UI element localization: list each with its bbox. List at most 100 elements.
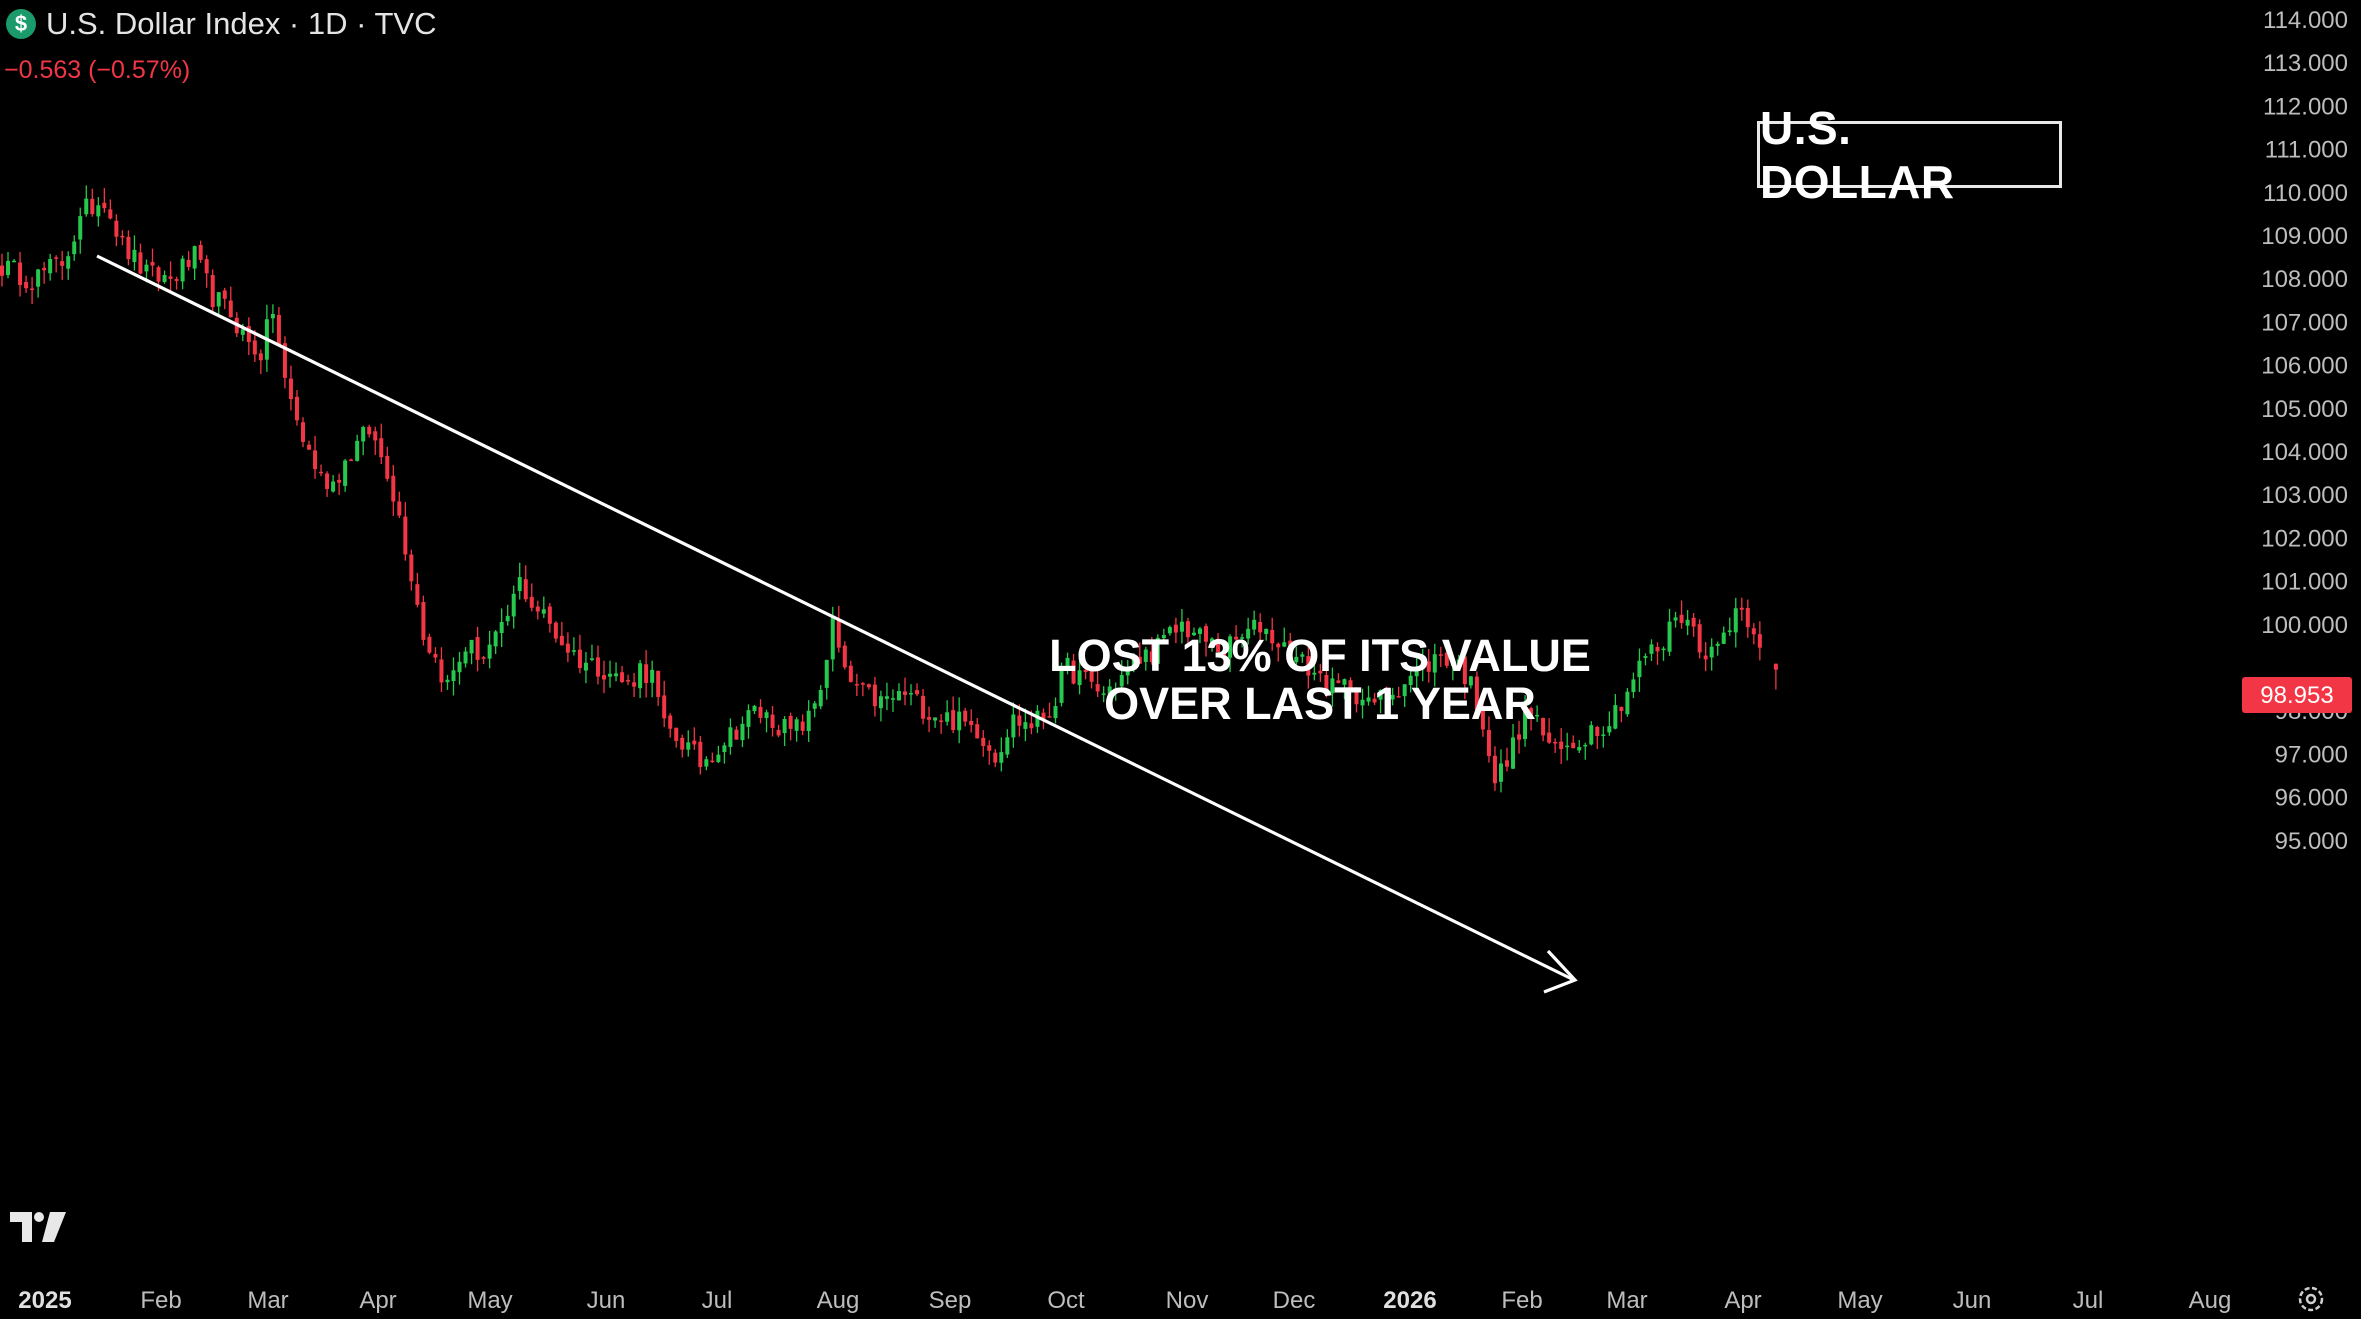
tradingview-logo-icon[interactable] [10, 1210, 72, 1244]
candle-body [1204, 626, 1208, 642]
candle-body [1631, 679, 1636, 693]
candle-body [571, 650, 576, 652]
candle-body [1095, 684, 1100, 692]
brand-label: U.S. DOLLAR [1757, 102, 2062, 208]
candle-body [583, 662, 588, 671]
candle-body [1222, 652, 1227, 657]
candle-body [1228, 636, 1233, 658]
candle-body [1438, 654, 1443, 656]
candle-body [632, 682, 637, 687]
price-tick-label: 101.000 [2261, 569, 2348, 596]
candle-body [975, 724, 980, 739]
candle-body [927, 717, 932, 720]
candle-body [1282, 642, 1287, 647]
candle-body [1773, 663, 1778, 670]
candle-body [1252, 619, 1257, 630]
price-tick-label: 113.000 [2263, 50, 2348, 77]
candle-body [806, 710, 811, 732]
candle-body [1511, 737, 1516, 769]
candle-body [1679, 614, 1684, 623]
candle-body [1673, 617, 1678, 621]
candle-body [301, 422, 305, 442]
time-tick-label: Mar [247, 1287, 288, 1314]
candle-body [752, 705, 757, 712]
candle-body [1107, 686, 1112, 695]
candle-body [1715, 643, 1720, 646]
candle-body [282, 343, 287, 378]
settings-gear-icon[interactable] [2296, 1284, 2326, 1314]
candle-body [1155, 637, 1160, 664]
candle-body [608, 673, 613, 677]
candle-body [1089, 669, 1094, 682]
candle-body [174, 279, 179, 281]
candle-body [1498, 763, 1503, 782]
candle-body [18, 262, 23, 286]
candle-body [577, 649, 582, 668]
candle-body [307, 444, 312, 450]
candle-body [12, 260, 17, 263]
candle-body [1366, 697, 1371, 702]
time-tick-label: May [467, 1287, 512, 1314]
candle-body [373, 431, 378, 441]
candle-body [1306, 656, 1311, 676]
candle-body [1017, 715, 1022, 726]
candle-body [686, 742, 691, 750]
candle-body [650, 669, 655, 683]
candle-body [505, 615, 510, 622]
candle-body [1197, 628, 1202, 634]
candle-body [1505, 760, 1509, 767]
candle-body [1384, 688, 1389, 699]
candle-body [1643, 656, 1648, 658]
candle-body [1619, 706, 1624, 712]
candle-body [204, 259, 209, 274]
annotation-text: LOST 13% OF ITS VALUE OVER LAST 1 YEAR [1020, 632, 1620, 728]
candle-body [391, 475, 396, 502]
candle-body [463, 651, 468, 664]
candle-body [1402, 684, 1407, 697]
candle-body [1432, 654, 1437, 673]
candle-body [379, 438, 384, 458]
candle-body [716, 754, 721, 763]
candle-body [1703, 655, 1708, 660]
candle-body [1270, 629, 1275, 644]
candle-body [1360, 699, 1365, 706]
candle-body [1559, 741, 1564, 750]
candle-body [1709, 646, 1714, 658]
candle-body [1216, 638, 1221, 652]
candle-body [156, 267, 161, 282]
candle-body [1336, 680, 1341, 683]
candle-body [54, 257, 59, 259]
annotation-line-2: OVER LAST 1 YEAR [1104, 678, 1536, 729]
time-tick-label: Mar [1606, 1287, 1647, 1314]
candle-body [1372, 698, 1377, 703]
candle-body [1565, 745, 1570, 748]
candle-body [415, 584, 420, 605]
candle-body [1390, 694, 1395, 700]
candle-body [319, 471, 324, 474]
symbol-header[interactable]: $ U.S. Dollar Index · 1D · TVC [6, 6, 436, 42]
candle-body [385, 455, 390, 479]
time-tick-label: 2025 [18, 1287, 71, 1314]
price-tick-label: 110.000 [2263, 180, 2348, 207]
candle-body [1691, 617, 1696, 627]
candle-body [72, 241, 77, 255]
candle-body [288, 378, 293, 400]
candle-body [517, 577, 522, 592]
arrow-head [1543, 949, 1578, 994]
candle-body [66, 256, 71, 269]
candle-body [511, 593, 516, 617]
price-tick-label: 97.000 [2275, 741, 2348, 768]
time-tick-label: Feb [1501, 1287, 1542, 1314]
candle-body [969, 720, 974, 726]
candle-body [1041, 712, 1046, 720]
last-price-label: 98.953 [2260, 682, 2333, 709]
candle-body [331, 481, 336, 492]
candle-body [1571, 742, 1576, 749]
time-tick-label: Apr [359, 1287, 396, 1314]
candle-body [36, 269, 41, 287]
candle-body [1023, 722, 1028, 729]
candle-body [367, 426, 372, 435]
candle-body [1751, 628, 1756, 635]
candle-body [764, 712, 769, 718]
